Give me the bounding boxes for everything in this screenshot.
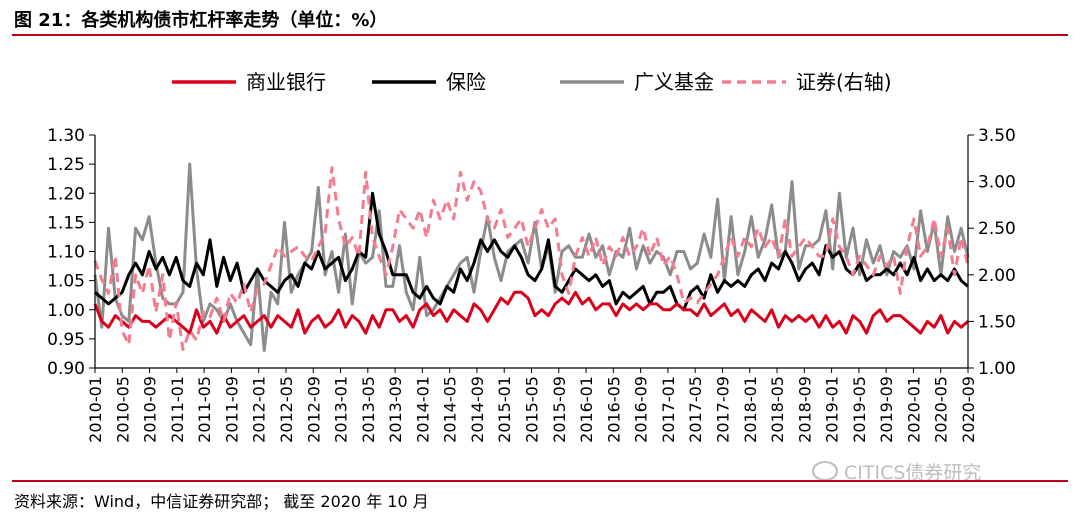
x-tick-label: 2015-09: [550, 376, 569, 443]
x-tick-label: 2010-05: [113, 376, 132, 443]
left-tick-label: 1.15: [47, 213, 85, 233]
right-tick-label: 2.50: [978, 219, 1016, 239]
source-note: 资料来源：Wind，中信证券研究部； 截至 2020 年 10 月: [14, 492, 429, 511]
series-line-0: [93, 290, 969, 335]
left-y-axis: 0.90 0.95 1.00 1.05 1.10 1.15 1.20 1.25 1.30: [47, 126, 96, 379]
legend-label-0: 商业银行: [246, 70, 326, 94]
x-axis: 2010-01 2010-05 2010-09 2011-01 2011-05 2011-…: [86, 367, 978, 443]
right-tick-label: 2.00: [978, 266, 1016, 286]
x-tick-label: 2011-05: [195, 376, 214, 443]
plot-area: [93, 162, 970, 352]
x-tick-label: 2019-01: [823, 376, 842, 443]
wechat-icon: [812, 461, 838, 481]
right-tick-label: 3.50: [978, 126, 1016, 146]
x-tick-label: 2010-09: [141, 376, 160, 443]
x-tick-label: 2020-05: [932, 376, 951, 443]
x-tick-label: 2016-05: [604, 376, 623, 443]
right-tick-label: 3.00: [978, 173, 1016, 193]
leverage-line-chart: 商业银行 保险 广义基金 证券(右轴) 0.90 0.95 1.00 1.05 1.10 1.1…: [47, 70, 1016, 443]
series-line-1: [94, 191, 969, 312]
left-tick-label: 1.00: [47, 301, 85, 321]
right-tick-label: 1.50: [978, 312, 1016, 332]
x-tick-label: 2010-01: [86, 376, 105, 443]
left-tick-label: 1.25: [47, 155, 85, 175]
x-tick-label: 2018-09: [795, 376, 814, 443]
x-tick-label: 2017-09: [713, 376, 732, 443]
chart-legend: 商业银行 保险 广义基金 证券(右轴): [172, 70, 892, 94]
x-tick-label: 2012-09: [304, 376, 323, 443]
x-tick-label: 2016-01: [577, 376, 596, 443]
x-tick-label: 2017-01: [659, 376, 678, 443]
left-tick-label: 1.10: [47, 243, 85, 263]
series-line-2: [93, 162, 970, 352]
x-tick-label: 2018-01: [741, 376, 760, 443]
x-tick-label: 2014-09: [468, 376, 487, 443]
left-tick-label: 1.30: [47, 126, 85, 146]
x-tick-label: 2012-01: [250, 376, 269, 443]
x-tick-label: 2011-09: [222, 376, 241, 443]
x-tick-label: 2016-09: [632, 376, 651, 443]
x-tick-label: 2015-01: [495, 376, 514, 443]
legend-label-3: 证券(右轴): [796, 70, 892, 94]
watermark-text: CITICS债券研究: [844, 462, 982, 484]
x-tick-label: 2013-01: [332, 376, 351, 443]
right-y-axis: 1.00 1.50 2.00 2.50 3.00 3.50: [967, 126, 1016, 379]
left-tick-label: 0.90: [47, 359, 85, 379]
legend-label-1: 保险: [446, 70, 486, 94]
x-tick-label: 2019-09: [877, 376, 896, 443]
series-line-3: [93, 166, 970, 351]
left-tick-label: 1.20: [47, 184, 85, 204]
x-tick-label: 2011-01: [168, 376, 187, 443]
figure-title: 图 21：各类机构债市杠杆率走势（单位：%）: [14, 10, 388, 31]
x-tick-label: 2020-09: [959, 376, 978, 443]
left-tick-label: 1.05: [47, 272, 85, 292]
x-tick-label: 2012-05: [277, 376, 296, 443]
x-tick-label: 2013-05: [359, 376, 378, 443]
x-tick-label: 2018-05: [768, 376, 787, 443]
x-tick-label: 2013-09: [386, 376, 405, 443]
legend-label-2: 广义基金: [634, 70, 714, 94]
x-tick-label: 2017-05: [686, 376, 705, 443]
title-rule: [12, 34, 1068, 36]
x-tick-label: 2014-01: [413, 376, 432, 443]
x-tick-label: 2015-05: [523, 376, 542, 443]
x-tick-label: 2020-01: [904, 376, 923, 443]
right-tick-label: 1.00: [978, 359, 1016, 379]
x-tick-label: 2019-05: [850, 376, 869, 443]
source-rule: [12, 480, 1068, 482]
left-tick-label: 0.95: [47, 330, 85, 350]
x-tick-label: 2014-05: [441, 376, 460, 443]
